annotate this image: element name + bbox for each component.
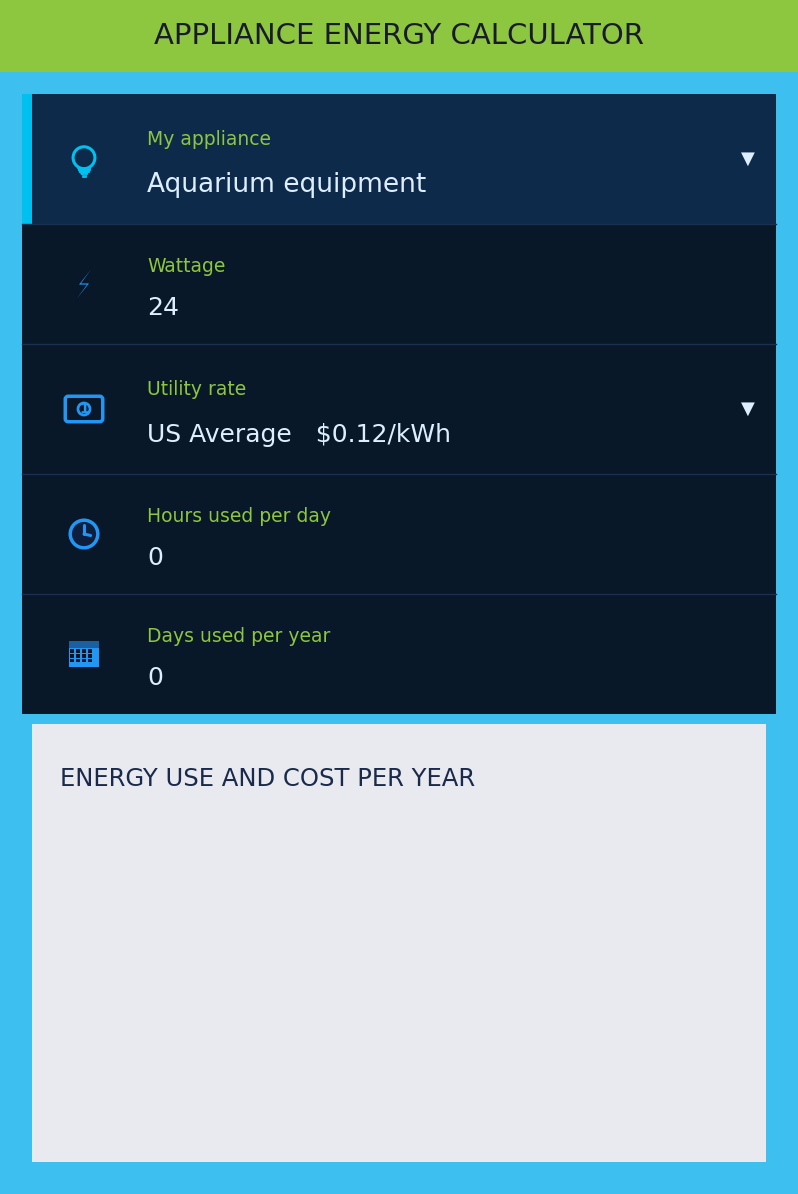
FancyBboxPatch shape (70, 650, 74, 653)
Text: ▼: ▼ (741, 150, 755, 168)
Text: APPLIANCE ENERGY CALCULATOR: APPLIANCE ENERGY CALCULATOR (154, 21, 644, 50)
Text: Days used per year: Days used per year (147, 627, 330, 646)
Circle shape (71, 521, 97, 547)
FancyBboxPatch shape (70, 654, 74, 658)
FancyBboxPatch shape (77, 650, 81, 653)
FancyBboxPatch shape (22, 94, 776, 224)
FancyBboxPatch shape (77, 659, 81, 663)
FancyBboxPatch shape (22, 224, 776, 344)
FancyBboxPatch shape (22, 94, 776, 714)
FancyBboxPatch shape (82, 654, 86, 658)
Polygon shape (77, 270, 91, 298)
FancyBboxPatch shape (89, 654, 93, 658)
FancyBboxPatch shape (89, 659, 93, 663)
Text: US Average   $0.12/kWh: US Average $0.12/kWh (147, 423, 451, 447)
FancyBboxPatch shape (82, 659, 86, 663)
FancyBboxPatch shape (22, 94, 32, 224)
FancyBboxPatch shape (22, 714, 776, 1173)
FancyBboxPatch shape (69, 641, 99, 667)
Text: 24: 24 (147, 296, 179, 320)
FancyBboxPatch shape (22, 474, 776, 593)
Text: My appliance: My appliance (147, 130, 271, 149)
FancyBboxPatch shape (69, 641, 99, 648)
FancyBboxPatch shape (70, 659, 74, 663)
Text: ENERGY USE AND COST PER YEAR: ENERGY USE AND COST PER YEAR (60, 767, 475, 790)
FancyBboxPatch shape (32, 724, 766, 1162)
Text: Utility rate: Utility rate (147, 380, 247, 399)
Text: Aquarium equipment: Aquarium equipment (147, 172, 426, 198)
Text: Wattage: Wattage (147, 257, 225, 276)
FancyBboxPatch shape (89, 650, 93, 653)
Text: 0: 0 (147, 546, 163, 570)
Text: 1: 1 (79, 402, 89, 416)
FancyBboxPatch shape (22, 344, 776, 474)
Text: 0: 0 (147, 666, 163, 690)
Text: ▼: ▼ (741, 400, 755, 418)
FancyBboxPatch shape (77, 654, 81, 658)
FancyBboxPatch shape (22, 593, 776, 714)
FancyBboxPatch shape (0, 0, 798, 72)
Text: Hours used per day: Hours used per day (147, 506, 331, 525)
FancyBboxPatch shape (82, 650, 86, 653)
